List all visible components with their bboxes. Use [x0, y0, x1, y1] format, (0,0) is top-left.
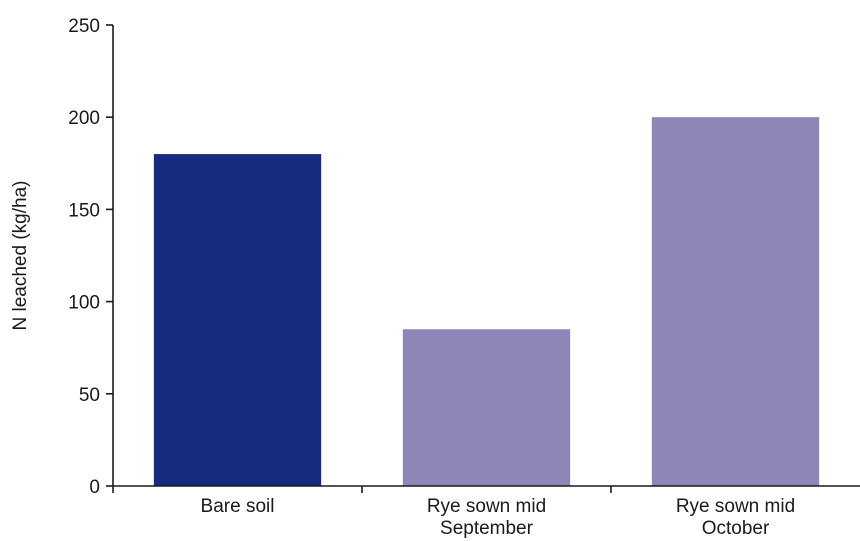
y-tick-label: 0: [89, 477, 100, 498]
bar: [402, 329, 571, 486]
x-axis-ticks: Bare soil Rye sown mid September Rye sown m…: [112, 486, 795, 539]
bars: [153, 117, 820, 486]
x-tick-label: Rye sown mid September: [427, 496, 546, 539]
bar: [651, 117, 820, 486]
x-tick-label: Bare soil: [201, 496, 275, 517]
y-axis-title: N leached (kg/ha): [10, 181, 31, 331]
y-tick-label: 100: [68, 293, 100, 314]
x-tick-label: Rye sown mid October: [676, 496, 795, 539]
y-tick-label: 200: [68, 108, 100, 129]
y-axis-ticks: 0 50 100 150 200 250: [68, 16, 113, 498]
y-tick-label: 50: [79, 385, 100, 406]
bar: [153, 154, 322, 486]
y-tick-label: 250: [68, 16, 100, 37]
y-tick-label: 150: [68, 200, 100, 221]
